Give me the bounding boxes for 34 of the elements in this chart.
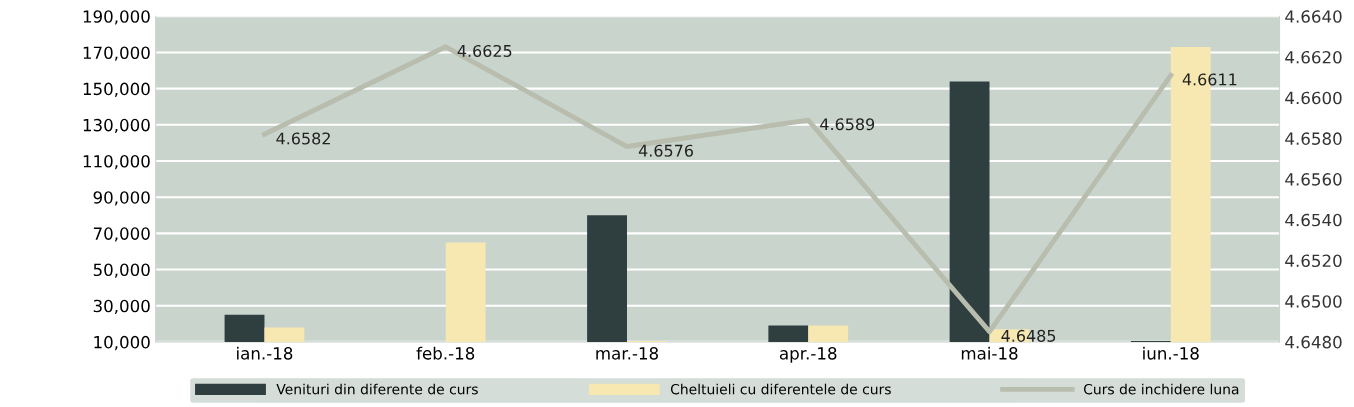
data-label: 4.6582 xyxy=(276,132,330,145)
x-tick-label: ian.-18 xyxy=(237,346,293,360)
legend-label: Curs de inchidere luna xyxy=(1083,383,1239,395)
x-tick-label: iun.-18 xyxy=(1143,346,1199,360)
data-label: 4.6485 xyxy=(1001,329,1056,342)
legend-label: Venituri din diferente de curs xyxy=(276,383,478,395)
y2-tick-label: 4.6480 xyxy=(1285,335,1342,349)
y-tick-label: 50,000 xyxy=(93,263,150,278)
y-tick-label: 190,000 xyxy=(83,10,150,25)
y2-tick-label: 4.6580 xyxy=(1285,132,1342,145)
y2-tick-label: 4.6600 xyxy=(1285,91,1342,105)
legend-label: Cheltuieli cu diferentele de curs xyxy=(670,383,891,395)
y2-tick-label: 4.6620 xyxy=(1285,50,1342,64)
y2-tick-label: 4.6640 xyxy=(1285,10,1342,23)
y-tick-label: 150,000 xyxy=(83,82,150,97)
y2-tick-label: 4.6560 xyxy=(1285,173,1342,186)
y-tick-label: 90,000 xyxy=(93,191,150,206)
y-tick-label: 70,000 xyxy=(93,227,150,242)
y-tick-label: 130,000 xyxy=(83,118,150,134)
y-tick-label: 30,000 xyxy=(93,299,150,314)
y-tick-label: 10,000 xyxy=(94,335,150,351)
y2-tick-label: 4.6520 xyxy=(1285,254,1342,268)
y-tick-label: 170,000 xyxy=(83,46,150,61)
data-label: 4.6625 xyxy=(457,44,512,57)
x-tick-label: feb.-18 xyxy=(416,346,475,360)
data-label: 4.6611 xyxy=(1182,73,1237,86)
y2-tick-label: 4.6500 xyxy=(1285,295,1342,308)
x-tick-label: apr.-18 xyxy=(779,347,837,363)
y-tick-label: 110,000 xyxy=(83,154,150,170)
x-tick-label: mar.-18 xyxy=(596,347,658,360)
data-label: 4.6576 xyxy=(638,144,693,157)
y2-tick-label: 4.6540 xyxy=(1285,213,1342,227)
data-label: 4.6589 xyxy=(820,118,875,131)
x-tick-label: mai-18 xyxy=(961,346,1018,360)
